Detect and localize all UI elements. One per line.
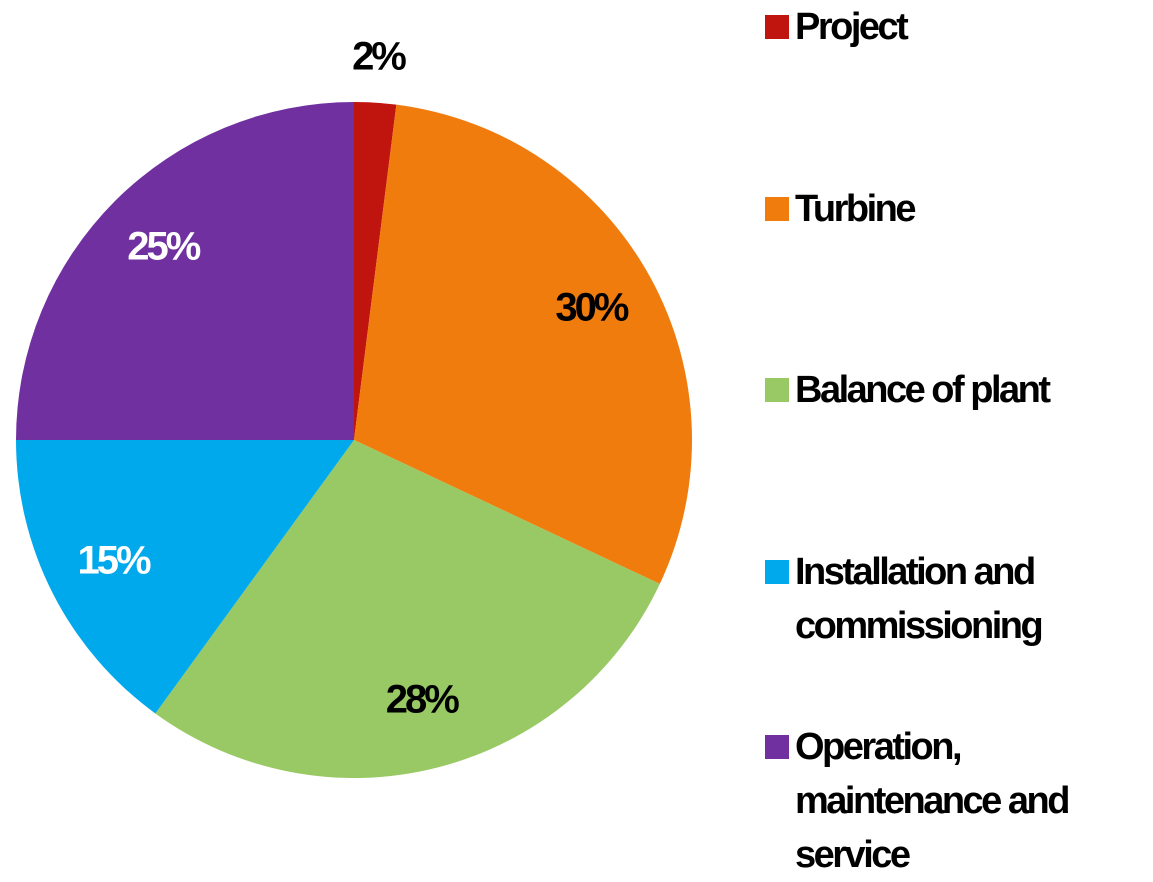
data-label: 25% <box>127 224 200 268</box>
data-label: 2% <box>352 34 406 78</box>
legend-label: Project <box>795 6 909 48</box>
legend-swatch <box>765 378 789 402</box>
legend-label: Installation and commissioning <box>795 551 1044 647</box>
legend-label: Turbine <box>795 188 917 230</box>
legend-item: Balance of plant <box>765 363 1145 417</box>
pie-slice <box>354 104 692 584</box>
legend-label: Operation, maintenance and service <box>795 726 1070 876</box>
data-label: 28% <box>386 677 459 721</box>
legend-label: Balance of plant <box>795 369 1051 411</box>
pie-slice <box>155 440 660 778</box>
pie-slice <box>16 102 354 440</box>
legend-swatch <box>765 735 789 759</box>
pie-slice <box>16 440 354 714</box>
legend-swatch <box>765 15 789 39</box>
legend-item: Turbine <box>765 182 1145 236</box>
legend-item: Operation, maintenance and service <box>765 720 1145 882</box>
data-label: 30% <box>555 285 628 329</box>
data-label: 15% <box>78 538 151 582</box>
legend-item: Project <box>765 0 1145 54</box>
legend-swatch <box>765 560 789 584</box>
legend-item: Installation and commissioning <box>765 545 1145 653</box>
legend-swatch <box>765 197 789 221</box>
pie-slice <box>354 102 397 440</box>
